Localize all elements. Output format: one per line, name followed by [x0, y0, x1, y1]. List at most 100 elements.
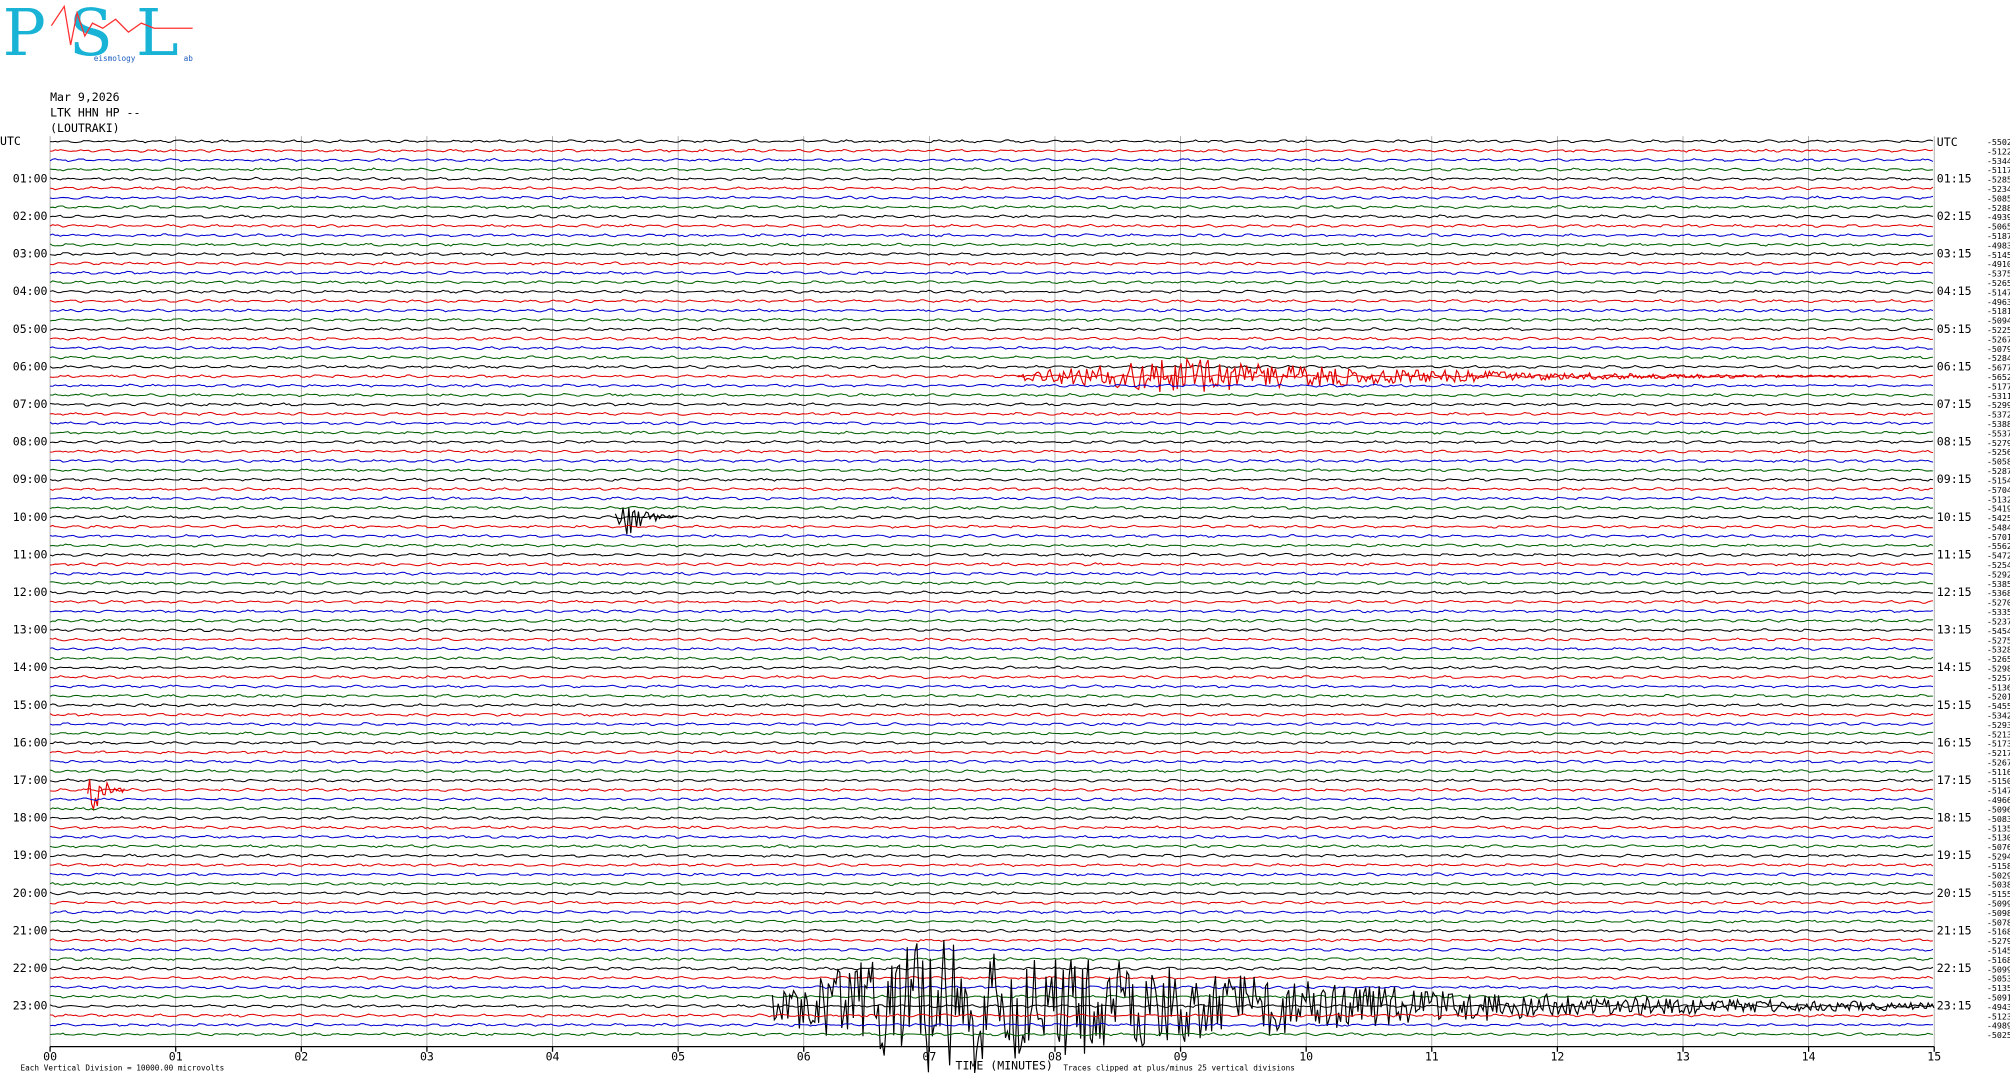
- trace: [50, 458, 1934, 463]
- trace: [50, 186, 1934, 191]
- trace-offset: -5454: [1987, 626, 2010, 636]
- trace-offset: -5234: [1987, 184, 2010, 194]
- trace-offset: -5181: [1987, 306, 2010, 316]
- trace-offset: -5145: [1987, 250, 2010, 260]
- right-hour-label: 22:15: [1937, 961, 1972, 975]
- trace-offset: -5375: [1987, 269, 2010, 279]
- trace: [49, 693, 1933, 698]
- trace-offset: -5425: [1987, 513, 2010, 523]
- trace: [49, 731, 1933, 736]
- trace: [49, 900, 1934, 905]
- trace-offset: -5285: [1987, 175, 2010, 185]
- trace-offset: -5701: [1987, 532, 2010, 542]
- trace-offset: -5502: [1987, 137, 2010, 147]
- trace: [49, 533, 1933, 539]
- trace: [50, 148, 1934, 153]
- trace: [50, 646, 1933, 651]
- logo-subtitle: eismology: [94, 54, 136, 63]
- trace-offset: -5053: [1987, 974, 2010, 984]
- right-hour-label: 12:15: [1937, 585, 1972, 599]
- trace-offset: -5562: [1987, 541, 2010, 551]
- trace-offset: -5279: [1987, 936, 2010, 946]
- right-hour-label: 07:15: [1937, 397, 1972, 411]
- trace-offset: -5385: [1987, 579, 2010, 589]
- logo-tail: ab: [184, 54, 194, 63]
- left-hour-label: 10:00: [13, 510, 48, 524]
- trace: [49, 233, 1934, 238]
- trace: [50, 430, 1934, 435]
- right-hour-label: 01:15: [1937, 171, 1972, 185]
- trace-offset: -5099: [1987, 964, 2010, 974]
- left-hour-label: UTC: [0, 134, 21, 148]
- trace-offset: -5652: [1987, 372, 2010, 382]
- trace-offset: -5135: [1987, 823, 2010, 833]
- trace: [49, 816, 1933, 821]
- right-hour-label: 18:15: [1937, 811, 1972, 825]
- left-hour-label: 13:00: [13, 623, 48, 637]
- trace: [49, 176, 1934, 181]
- right-hour-label: 09:15: [1937, 472, 1972, 486]
- trace: [50, 872, 1934, 877]
- trace: [50, 759, 1934, 764]
- x-tick-label: 13: [1676, 1049, 1690, 1063]
- trace: [49, 355, 1934, 360]
- right-hour-label: UTC: [1937, 135, 1958, 149]
- trace-offset: -5299: [1987, 400, 2010, 410]
- trace: [50, 956, 1934, 962]
- trace: [49, 280, 1934, 285]
- right-hour-label: 20:15: [1937, 886, 1972, 900]
- left-hour-label: 05:00: [13, 322, 48, 336]
- trace: [49, 214, 1934, 219]
- trace-offset: -5147: [1987, 786, 2010, 796]
- trace: [50, 862, 1934, 868]
- trace-offset: -5076: [1987, 842, 2010, 852]
- trace-offset: -5311: [1987, 391, 2010, 401]
- trace: [49, 289, 1934, 294]
- trace-offset: -5275: [1987, 635, 2010, 645]
- trace: [50, 411, 1933, 416]
- trace: [49, 336, 1933, 341]
- trace: [50, 383, 1934, 388]
- trace: [49, 242, 1934, 247]
- trace: [49, 505, 1934, 510]
- trace: [50, 543, 1934, 548]
- trace-offset: -5098: [1987, 908, 2010, 918]
- trace-offset: -5201: [1987, 692, 2010, 702]
- left-hour-label: 07:00: [13, 397, 48, 411]
- trace-offset: -5287: [1987, 466, 2010, 476]
- trace: [49, 928, 1934, 933]
- trace: [49, 167, 1933, 172]
- trace: [50, 562, 1934, 567]
- trace: [50, 1013, 1934, 1018]
- trace-offset: -5704: [1987, 485, 2010, 495]
- trace-offset: -5257: [1987, 673, 2010, 683]
- left-hour-label: 04:00: [13, 284, 48, 298]
- trace: [49, 778, 1934, 783]
- trace: [50, 440, 1934, 445]
- right-hour-label: 15:15: [1937, 698, 1972, 712]
- trace-offset: -5058: [1987, 457, 2010, 467]
- x-tick-label: 11: [1425, 1049, 1439, 1063]
- clip-note: Traces clipped at plus/minus 25 vertical…: [1063, 1063, 1294, 1072]
- trace-offset: -5173: [1987, 739, 2010, 749]
- trace-offset: -5225: [1987, 325, 2010, 335]
- right-hour-label: 05:15: [1937, 322, 1972, 336]
- trace-offset: -5132: [1987, 494, 2010, 504]
- trace-offset: -5537: [1987, 428, 2010, 438]
- trace-offset: -5025: [1987, 1030, 2010, 1040]
- right-hour-label: 03:15: [1937, 247, 1972, 261]
- trace: [49, 947, 1934, 952]
- trace-offset: -5038: [1987, 880, 2010, 890]
- trace-offset: -5342: [1987, 710, 2010, 720]
- trace-offset: -5217: [1987, 748, 2010, 758]
- event-burst: [614, 507, 678, 535]
- left-hour-label: 16:00: [13, 735, 48, 749]
- trace-offset: -5279: [1987, 438, 2010, 448]
- trace: [50, 402, 1933, 407]
- right-hour-label: 13:15: [1937, 623, 1972, 637]
- trace: [49, 270, 1934, 275]
- trace: [49, 844, 1934, 849]
- trace: [49, 750, 1934, 755]
- trace-offset: -5187: [1987, 231, 2010, 241]
- left-hour-label: 17:00: [13, 773, 48, 787]
